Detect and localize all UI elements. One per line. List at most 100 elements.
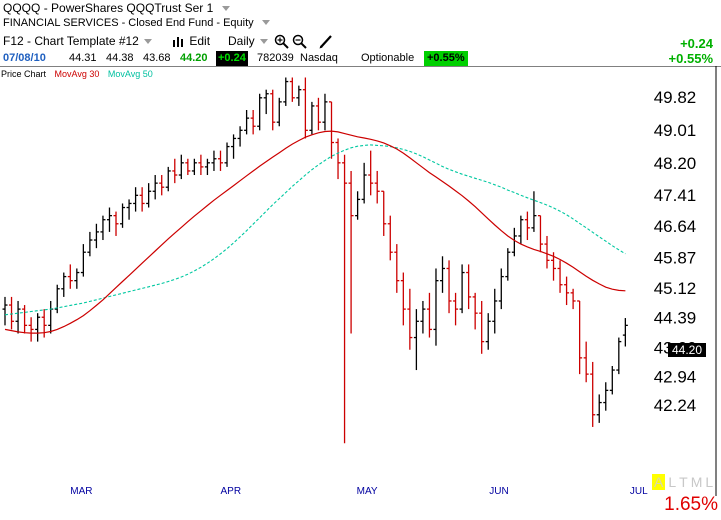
x-tick-label: MAR bbox=[70, 486, 92, 496]
ohlc-bar bbox=[577, 300, 583, 375]
y-tick-label: 42.24 bbox=[654, 396, 697, 415]
ohlc-bar bbox=[270, 89, 276, 131]
quote-exchange: Nasdaq bbox=[300, 52, 338, 64]
ohlc-bar bbox=[276, 97, 282, 127]
change-value: +0.24 bbox=[680, 36, 713, 51]
ohlc-bar bbox=[492, 288, 498, 334]
period-change-percent: 1.65% bbox=[664, 494, 718, 515]
ohlc-bar bbox=[335, 138, 341, 180]
ohlc-bar bbox=[590, 361, 596, 427]
price-chart[interactable]: 49.82 49.01 48.20 47.41 46.64 45.87 45.12 44.39… bbox=[0, 66, 721, 496]
ohlc-bar bbox=[296, 85, 302, 106]
change-summary: +0.24 +0.55% bbox=[669, 36, 713, 66]
ma50-line bbox=[4, 144, 626, 316]
ohlc-bar bbox=[518, 215, 524, 245]
period-option[interactable]: M bbox=[690, 474, 703, 490]
legend-ma50: MovAvg 50 bbox=[107, 69, 153, 79]
ohlc-bar bbox=[178, 154, 184, 180]
ohlc-bar bbox=[381, 190, 387, 236]
quote-row: 07/08/10 44.31 44.38 43.68 44.20 +0.24 7… bbox=[0, 51, 721, 67]
edit-button[interactable]: Edit bbox=[172, 33, 210, 50]
y-tick-label: 42.94 bbox=[654, 368, 697, 387]
ohlc-bar bbox=[433, 268, 439, 346]
ohlc-bar bbox=[498, 268, 504, 310]
period-option[interactable]: A bbox=[652, 474, 666, 490]
legend-ma30: MovAvg 30 bbox=[54, 69, 100, 79]
quote-change-percent: +0.55% bbox=[424, 51, 468, 66]
ohlc-bar bbox=[616, 337, 622, 375]
ohlc-bar bbox=[466, 264, 472, 310]
ohlc-bar bbox=[74, 268, 80, 289]
ohlc-bar bbox=[289, 77, 295, 102]
ohlc-bar bbox=[204, 158, 210, 176]
ohlc-bar bbox=[237, 126, 243, 147]
ohlc-bar bbox=[596, 394, 602, 423]
ohlc-bar bbox=[198, 154, 204, 176]
ohlc-bar bbox=[302, 77, 308, 139]
y-axis: 49.82 49.01 48.20 47.41 46.64 45.87 45.12 44.39… bbox=[654, 88, 697, 415]
draw-button[interactable] bbox=[318, 34, 333, 54]
ohlc-bar bbox=[400, 272, 406, 326]
ohlc-bar bbox=[309, 101, 315, 135]
ohlc-bar bbox=[80, 244, 86, 277]
ohlc-bar bbox=[22, 305, 28, 334]
ohlc-bar bbox=[211, 150, 217, 171]
template-label: F12 - Chart Template #12 bbox=[3, 34, 139, 48]
ohlc-bar bbox=[48, 300, 54, 334]
edit-label: Edit bbox=[189, 34, 211, 48]
ohlc-bar bbox=[87, 231, 93, 257]
ohlc-bar bbox=[453, 292, 459, 326]
security-name: PowerShares QQQTrust Ser 1 bbox=[51, 1, 214, 15]
quote-open: 44.31 bbox=[69, 52, 97, 64]
ohlc-bar bbox=[2, 296, 8, 326]
quote-low: 43.68 bbox=[143, 52, 171, 64]
ohlc-bar bbox=[564, 276, 570, 306]
period-option[interactable]: L bbox=[705, 474, 714, 490]
title-separator: - bbox=[43, 1, 48, 15]
ohlc-bar bbox=[420, 300, 426, 334]
template-selector[interactable]: F12 - Chart Template #12 bbox=[3, 33, 152, 50]
ohlc-bar bbox=[217, 150, 223, 171]
ohlc-bar bbox=[126, 199, 132, 220]
quote-volume: 782039 bbox=[257, 52, 294, 64]
ohlc-bar bbox=[394, 244, 400, 293]
zoom-out-button[interactable] bbox=[292, 34, 307, 54]
title-row: QQQQ - PowerShares QQQTrust Ser 1 bbox=[0, 0, 721, 18]
ohlc-bar bbox=[329, 101, 334, 159]
ohlc-bar bbox=[159, 175, 165, 196]
quote-high: 44.38 bbox=[106, 52, 134, 64]
symbol-text[interactable]: QQQQ bbox=[3, 1, 41, 15]
zoom-in-button[interactable] bbox=[274, 34, 289, 54]
title-dropdown-icon[interactable] bbox=[221, 6, 230, 11]
ohlc-bar bbox=[93, 223, 99, 249]
toolbar: F12 - Chart Template #12 Edit Daily bbox=[0, 33, 721, 51]
period-dropdown-icon bbox=[259, 39, 268, 44]
current-price-badge: 44.20 bbox=[668, 343, 707, 357]
y-tick-label: 45.87 bbox=[654, 249, 697, 268]
period-option[interactable]: T bbox=[679, 474, 688, 490]
ohlc-bar bbox=[485, 313, 491, 350]
ohlc-bar bbox=[426, 292, 432, 338]
x-axis: MAR APR MAY JUN JUL bbox=[70, 486, 648, 496]
x-tick-label: JUN bbox=[489, 486, 508, 496]
period-option[interactable]: L bbox=[668, 474, 677, 490]
y-tick-label: 45.12 bbox=[654, 279, 697, 298]
period-label: Daily bbox=[228, 34, 255, 48]
ohlc-bar bbox=[191, 158, 197, 176]
sector-dropdown-icon[interactable] bbox=[261, 20, 270, 25]
ohlc-bar bbox=[446, 260, 452, 314]
ohlc-bar bbox=[263, 89, 269, 115]
ohlc-bar bbox=[231, 134, 237, 159]
ohlc-bar bbox=[583, 341, 589, 383]
ohlc-bar bbox=[244, 110, 250, 135]
ohlc-bar bbox=[479, 300, 485, 354]
zoom-out-icon bbox=[292, 34, 307, 49]
ma30-line bbox=[4, 130, 626, 334]
ohlc-bar bbox=[224, 142, 230, 167]
ohlc-bar bbox=[524, 211, 530, 241]
ohlc-bar bbox=[322, 93, 328, 131]
ohlc-bar bbox=[61, 272, 67, 297]
ohlc-bar bbox=[315, 97, 321, 131]
sector-row: FINANCIAL SERVICES - Closed End Fund - E… bbox=[0, 17, 721, 31]
period-selector[interactable]: Daily bbox=[228, 33, 268, 50]
